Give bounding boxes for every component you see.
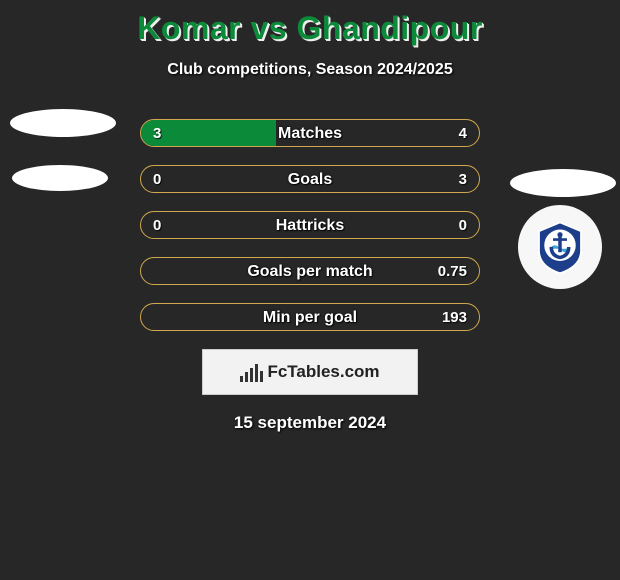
stat-row: 0.75Goals per match <box>140 257 480 285</box>
right-player-badge <box>510 169 610 269</box>
stats-rows: 34Matches 03Goals 00Hattricks 0.75Goals per… <box>140 119 480 331</box>
bar-icon-segment <box>245 372 248 382</box>
stats-area: 34Matches 03Goals 00Hattricks 0.75Goals per… <box>0 119 620 331</box>
brand-text: FcTables.com <box>267 362 379 382</box>
brand-footer[interactable]: FcTables.com <box>202 349 418 395</box>
page-title: Komar vs Ghandipour <box>0 0 620 47</box>
stat-label: Hattricks <box>141 212 479 238</box>
bar-icon-segment <box>255 364 258 382</box>
stat-label: Matches <box>141 120 479 146</box>
subtitle: Club competitions, Season 2024/2025 <box>0 61 620 79</box>
bar-icon-segment <box>240 376 243 382</box>
bar-icon-segment <box>260 371 263 382</box>
ellipse-icon <box>510 169 616 197</box>
bar-chart-icon <box>240 362 263 382</box>
stat-row: 34Matches <box>140 119 480 147</box>
anchor-icon <box>532 219 588 275</box>
stat-label: Goals <box>141 166 479 192</box>
stat-row: 03Goals <box>140 165 480 193</box>
ellipse-icon <box>10 109 116 137</box>
stat-label: Min per goal <box>141 304 479 330</box>
stat-row: 00Hattricks <box>140 211 480 239</box>
ellipse-icon <box>12 165 108 191</box>
left-player-badge <box>10 109 110 209</box>
date-label: 15 september 2024 <box>0 413 620 433</box>
stat-row: 193Min per goal <box>140 303 480 331</box>
stat-label: Goals per match <box>141 258 479 284</box>
club-crest <box>518 205 602 289</box>
bar-icon-segment <box>250 368 253 382</box>
